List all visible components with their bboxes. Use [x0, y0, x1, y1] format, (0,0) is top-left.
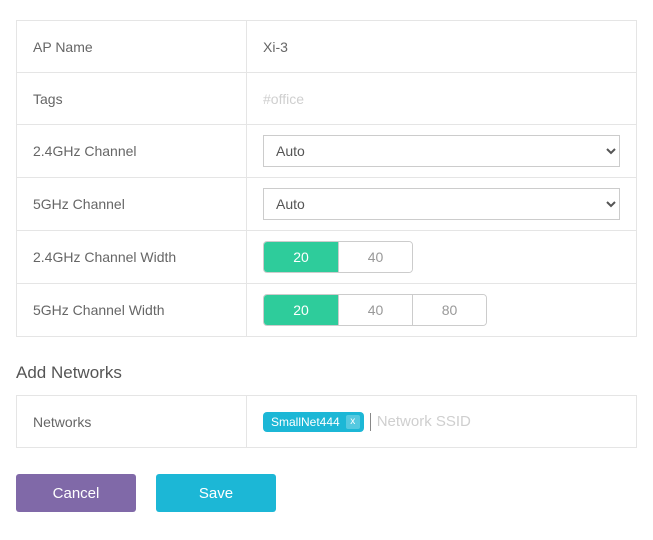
width24-group: 20 40	[263, 241, 413, 273]
ch24-select[interactable]: Auto	[263, 135, 620, 167]
remove-tag-icon[interactable]: x	[346, 415, 360, 429]
width24-label: 2.4GHz Channel Width	[17, 231, 247, 284]
width5-opt-80[interactable]: 80	[412, 295, 486, 325]
width5-opt-20[interactable]: 20	[264, 295, 338, 325]
add-networks-title: Add Networks	[16, 363, 637, 383]
width5-label: 5GHz Channel Width	[17, 284, 247, 337]
ch5-select[interactable]: Auto	[263, 188, 620, 220]
network-tag-label: SmallNet444	[271, 415, 340, 429]
text-cursor	[370, 413, 371, 431]
width5-group: 20 40 80	[263, 294, 487, 326]
ap-name-label: AP Name	[17, 21, 247, 73]
width5-opt-40[interactable]: 40	[338, 295, 412, 325]
ch24-label: 2.4GHz Channel	[17, 125, 247, 178]
networks-label: Networks	[17, 396, 247, 448]
width24-opt-40[interactable]: 40	[338, 242, 412, 272]
networks-table: Networks SmallNet444 x	[16, 395, 637, 448]
cancel-button[interactable]: Cancel	[16, 474, 136, 512]
tags-label: Tags	[17, 73, 247, 125]
network-tag: SmallNet444 x	[263, 412, 364, 432]
network-ssid-input[interactable]	[375, 409, 620, 434]
save-button[interactable]: Save	[156, 474, 276, 512]
action-buttons: Cancel Save	[16, 474, 637, 512]
ch5-label: 5GHz Channel	[17, 178, 247, 231]
ap-settings-table: AP Name Xi-3 Tags #office 2.4GHz Channel…	[16, 20, 637, 337]
ap-name-value: Xi-3	[263, 39, 288, 55]
width24-opt-20[interactable]: 20	[264, 242, 338, 272]
tags-placeholder[interactable]: #office	[263, 91, 304, 107]
